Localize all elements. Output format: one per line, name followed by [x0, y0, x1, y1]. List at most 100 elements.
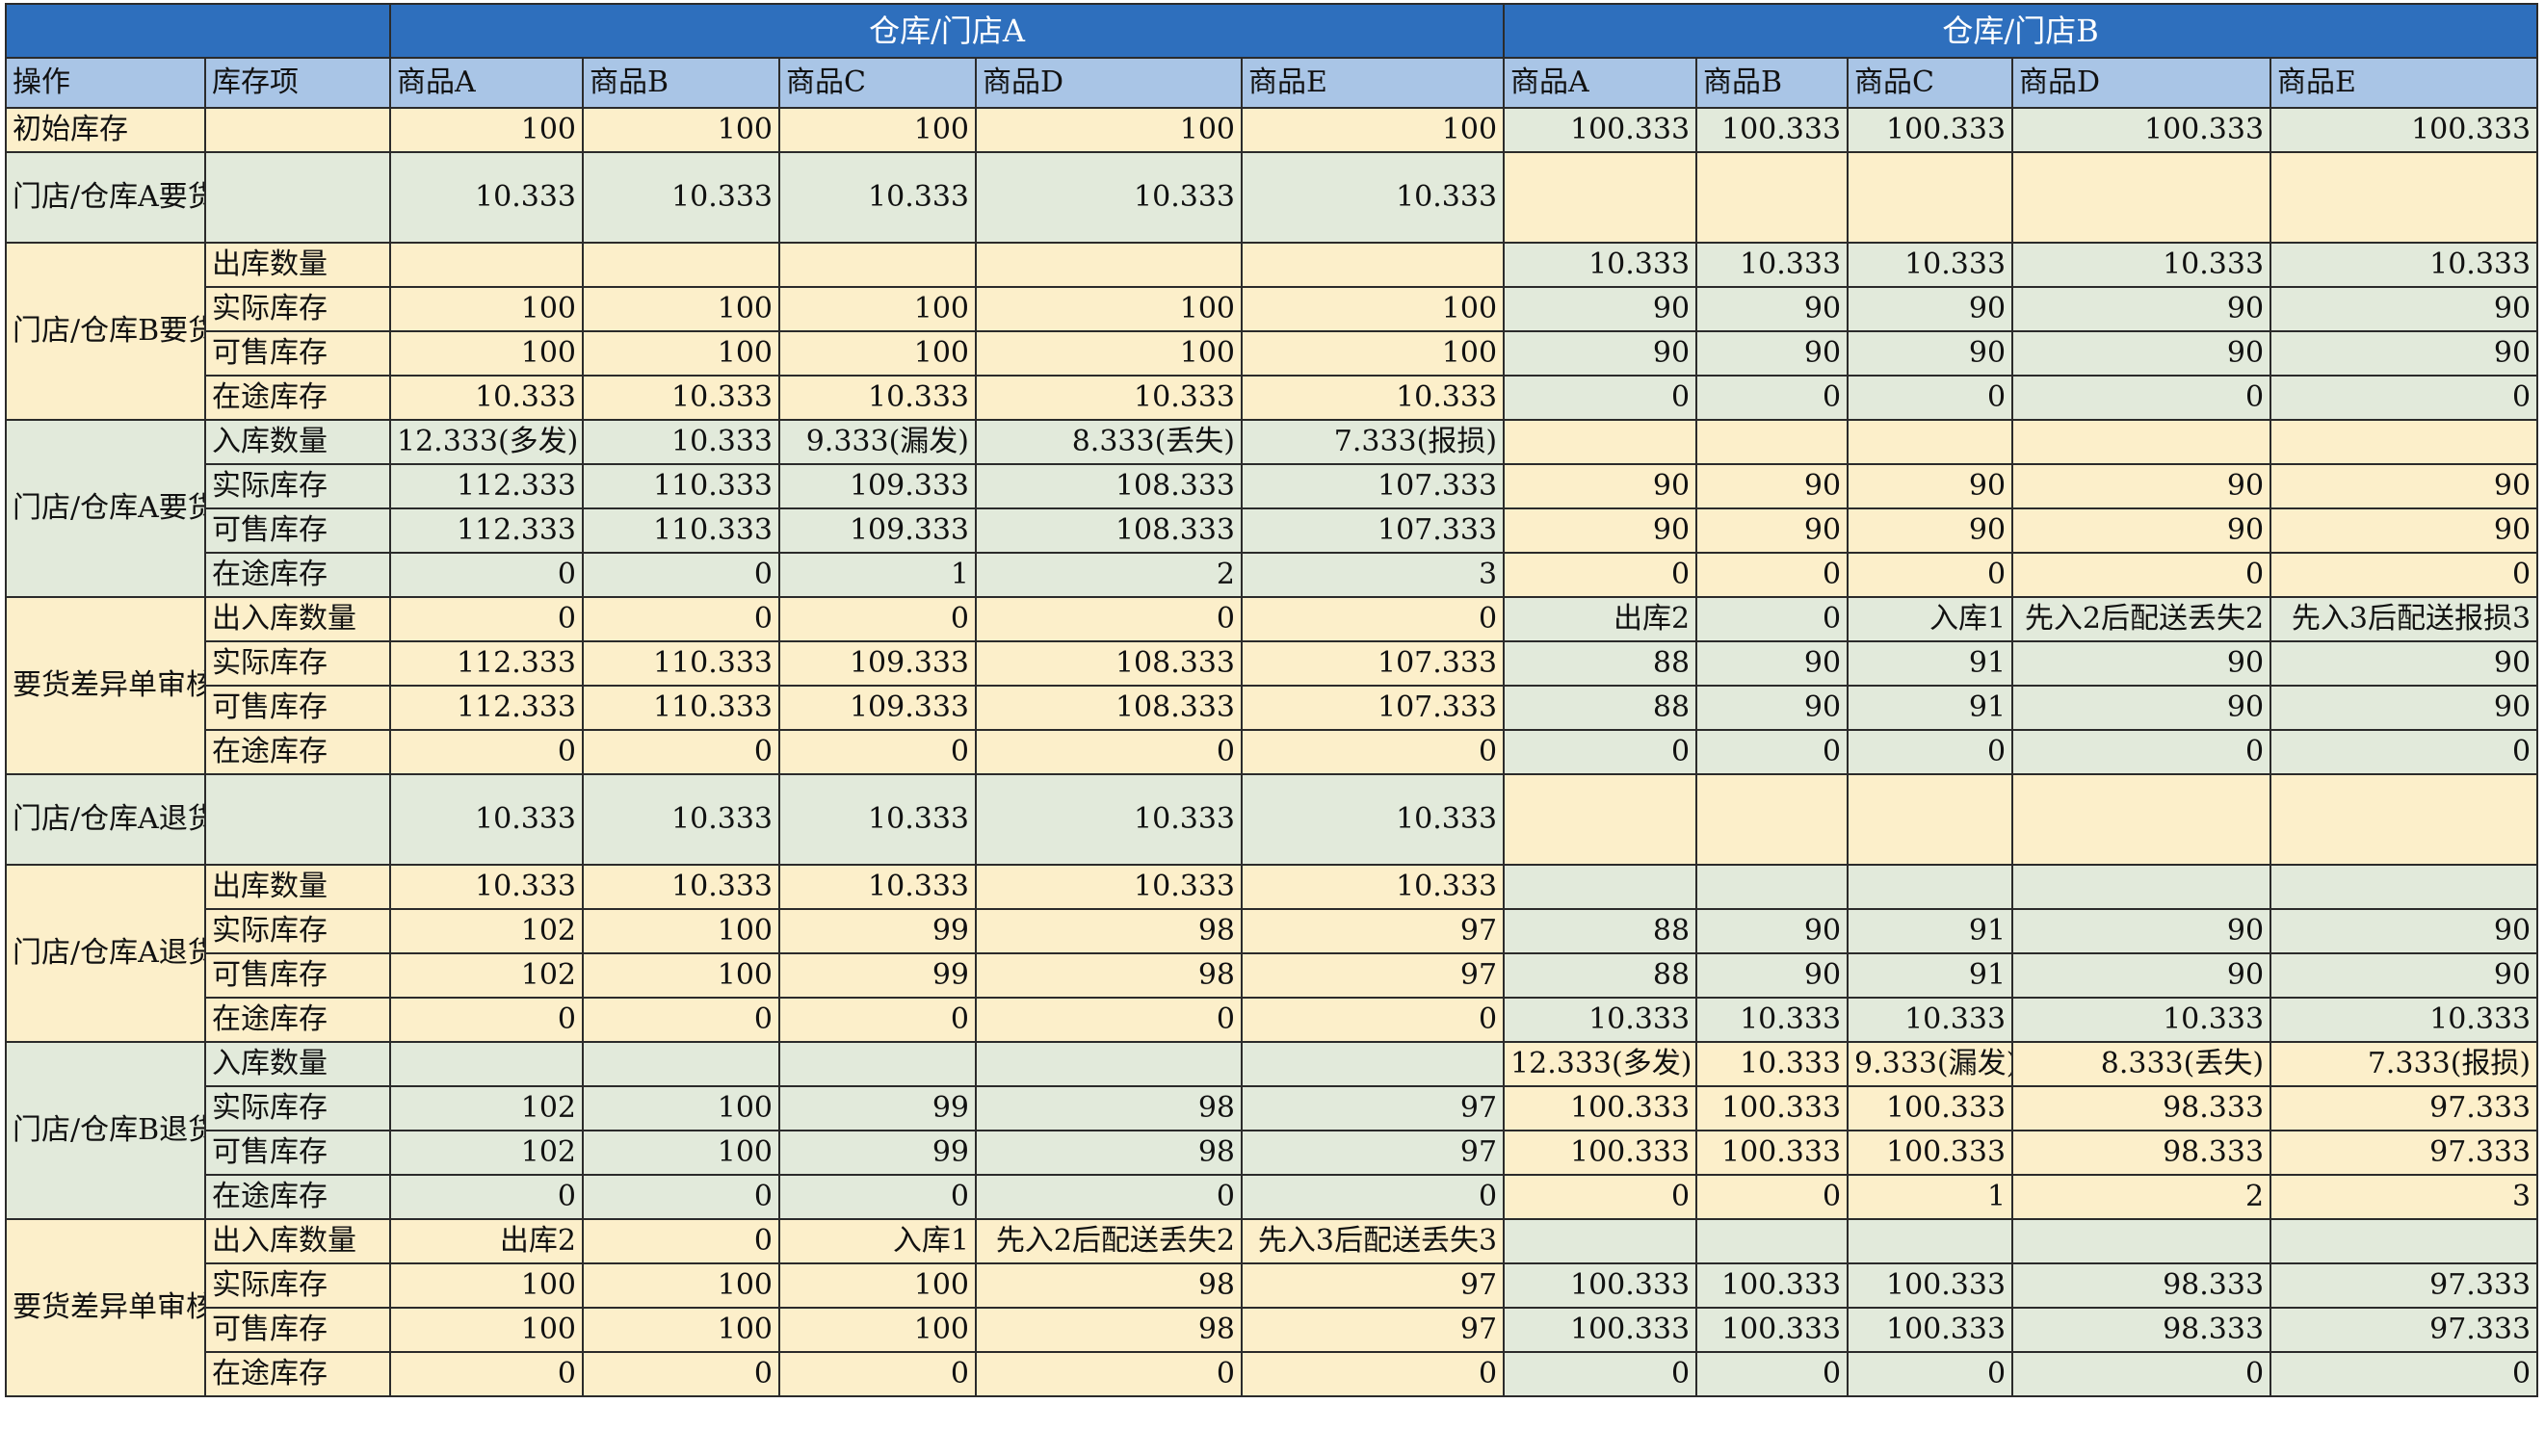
cell-b-2[interactable]: 0	[1847, 1351, 2014, 1397]
cell-a-2[interactable]: 109.333	[778, 640, 977, 687]
cell-a-2[interactable]: 99	[778, 908, 977, 954]
cell-a-1[interactable]: 100	[582, 1085, 780, 1131]
cell-b-2[interactable]	[1847, 1218, 2014, 1264]
cell-a-2[interactable]: 1	[778, 552, 977, 598]
cell-b-3[interactable]	[2011, 773, 2272, 866]
cell-b-0[interactable]	[1503, 773, 1698, 866]
cell-a-3[interactable]: 98	[975, 1085, 1243, 1131]
cell-a-3[interactable]: 先入2后配送丢失2	[975, 1218, 1243, 1264]
cell-b-3[interactable]: 98.333	[2011, 1262, 2272, 1309]
cell-b-4[interactable]: 90	[2270, 507, 2539, 554]
cell-a-1[interactable]: 100	[582, 1262, 780, 1309]
op-cell[interactable]: 门店/仓库B退货入库	[5, 1041, 206, 1220]
cell-a-1[interactable]: 0	[582, 1174, 780, 1220]
cell-b-3[interactable]: 98.333	[2011, 1130, 2272, 1176]
cell-b-1[interactable]: 90	[1695, 908, 1850, 954]
cell-a-2[interactable]: 99	[778, 952, 977, 999]
cell-b-2[interactable]: 10.333	[1847, 997, 2014, 1043]
cell-b-1[interactable]	[1695, 773, 1850, 866]
cell-b-0[interactable]: 90	[1503, 286, 1698, 332]
item-cell[interactable]: 出入库数量	[204, 1218, 391, 1264]
cell-a-2[interactable]: 入库1	[778, 1218, 977, 1264]
op-cell[interactable]: 初始库存	[5, 107, 206, 153]
cell-a-2[interactable]: 10.333	[778, 864, 977, 910]
cell-b-4[interactable]	[2270, 419, 2539, 465]
cell-a-0[interactable]: 100	[389, 1262, 584, 1309]
cell-a-1[interactable]: 100	[582, 908, 780, 954]
cell-a-4[interactable]: 0	[1240, 1174, 1506, 1220]
cell-a-0[interactable]	[389, 242, 584, 288]
cell-b-0[interactable]: 出库2	[1503, 596, 1698, 642]
group-header-b[interactable]: 仓库/门店B	[1503, 3, 2539, 59]
cell-b-4[interactable]: 0	[2270, 552, 2539, 598]
cell-a-3[interactable]: 98	[975, 908, 1243, 954]
col-header-b-product-c[interactable]: 商品C	[1847, 57, 2014, 109]
cell-b-1[interactable]: 100.333	[1695, 1307, 1850, 1353]
cell-a-2[interactable]: 109.333	[778, 685, 977, 731]
cell-a-0[interactable]: 0	[389, 596, 584, 642]
cell-b-2[interactable]: 91	[1847, 640, 2014, 687]
cell-b-2[interactable]: 入库1	[1847, 596, 2014, 642]
col-header-a-product-d[interactable]: 商品D	[975, 57, 1243, 109]
cell-a-3[interactable]	[975, 1041, 1243, 1087]
cell-b-4[interactable]: 97.333	[2270, 1130, 2539, 1176]
cell-b-4[interactable]: 90	[2270, 463, 2539, 509]
cell-b-3[interactable]: 98.333	[2011, 1307, 2272, 1353]
col-header-b-product-a[interactable]: 商品A	[1503, 57, 1698, 109]
cell-b-3[interactable]: 90	[2011, 330, 2272, 377]
cell-a-0[interactable]: 100	[389, 330, 584, 377]
cell-a-0[interactable]: 112.333	[389, 640, 584, 687]
cell-a-3[interactable]: 108.333	[975, 507, 1243, 554]
cell-a-3[interactable]: 100	[975, 286, 1243, 332]
cell-b-0[interactable]: 100.333	[1503, 1262, 1698, 1309]
cell-a-2[interactable]: 10.333	[778, 773, 977, 866]
cell-b-3[interactable]: 10.333	[2011, 242, 2272, 288]
cell-b-0[interactable]: 0	[1503, 552, 1698, 598]
cell-a-0[interactable]: 112.333	[389, 507, 584, 554]
cell-b-4[interactable]: 10.333	[2270, 242, 2539, 288]
cell-b-4[interactable]	[2270, 1218, 2539, 1264]
cell-b-3[interactable]: 100.333	[2011, 107, 2272, 153]
cell-b-2[interactable]: 100.333	[1847, 1085, 2014, 1131]
cell-b-0[interactable]	[1503, 1218, 1698, 1264]
cell-b-2[interactable]: 91	[1847, 952, 2014, 999]
cell-b-3[interactable]: 8.333(丢失)	[2011, 1041, 2272, 1087]
cell-b-4[interactable]: 97.333	[2270, 1262, 2539, 1309]
cell-a-0[interactable]: 10.333	[389, 151, 584, 244]
cell-b-3[interactable]: 先入2后配送丢失2	[2011, 596, 2272, 642]
cell-b-1[interactable]: 0	[1695, 1174, 1850, 1220]
cell-a-1[interactable]: 10.333	[582, 375, 780, 421]
op-cell[interactable]: 门店/仓库A退货出库	[5, 864, 206, 1043]
cell-a-2[interactable]: 0	[778, 1351, 977, 1397]
item-cell[interactable]	[204, 151, 391, 244]
cell-a-0[interactable]: 10.333	[389, 773, 584, 866]
cell-a-0[interactable]	[389, 1041, 584, 1087]
cell-a-1[interactable]: 0	[582, 596, 780, 642]
cell-a-4[interactable]: 先入3后配送丢失3	[1240, 1218, 1506, 1264]
cell-a-3[interactable]: 98	[975, 1262, 1243, 1309]
item-cell[interactable]: 出入库数量	[204, 596, 391, 642]
cell-b-4[interactable]	[2270, 864, 2539, 910]
cell-a-1[interactable]: 0	[582, 997, 780, 1043]
cell-b-1[interactable]: 90	[1695, 685, 1850, 731]
item-cell[interactable]: 可售库存	[204, 507, 391, 554]
cell-a-2[interactable]: 0	[778, 729, 977, 775]
cell-b-2[interactable]: 1	[1847, 1174, 2014, 1220]
cell-b-1[interactable]	[1695, 151, 1850, 244]
cell-b-4[interactable]	[2270, 151, 2539, 244]
cell-a-2[interactable]: 0	[778, 1174, 977, 1220]
cell-a-2[interactable]: 100	[778, 286, 977, 332]
cell-a-2[interactable]: 99	[778, 1130, 977, 1176]
cell-a-2[interactable]	[778, 1041, 977, 1087]
cell-a-4[interactable]: 10.333	[1240, 864, 1506, 910]
cell-a-1[interactable]: 0	[582, 552, 780, 598]
cell-a-1[interactable]: 0	[582, 1218, 780, 1264]
cell-a-2[interactable]: 10.333	[778, 151, 977, 244]
cell-a-2[interactable]: 99	[778, 1085, 977, 1131]
cell-a-1[interactable]: 100	[582, 1130, 780, 1176]
cell-a-4[interactable]: 10.333	[1240, 773, 1506, 866]
cell-a-3[interactable]: 0	[975, 1174, 1243, 1220]
cell-a-1[interactable]: 110.333	[582, 507, 780, 554]
col-header-b-product-b[interactable]: 商品B	[1695, 57, 1850, 109]
col-header-a-product-c[interactable]: 商品C	[778, 57, 977, 109]
